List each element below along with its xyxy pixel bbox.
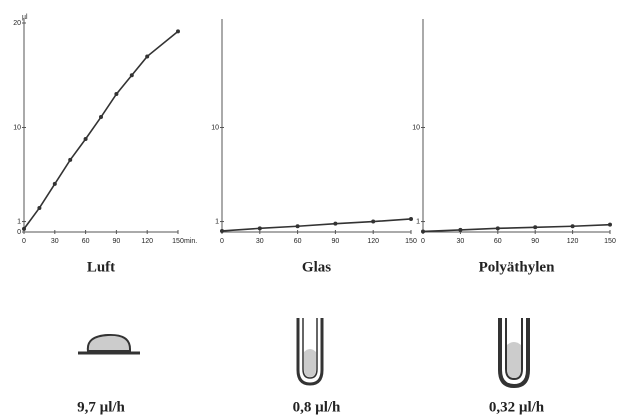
polyethylene-tube-illustration (500, 318, 528, 386)
y-tick-label: 10 (13, 124, 21, 131)
data-point (68, 158, 72, 162)
data-point (145, 54, 149, 58)
x-tick-label: 0 (421, 238, 425, 245)
data-line (222, 219, 411, 231)
data-point (571, 224, 575, 228)
data-point (409, 217, 413, 221)
x-tick-label: 0 (220, 238, 224, 245)
y-tick-label: 1 (416, 218, 420, 225)
data-point (608, 223, 612, 227)
x-tick-label: 90 (531, 238, 539, 245)
chart-title: Glas (302, 259, 331, 275)
data-point (458, 228, 462, 232)
x-tick-label: 60 (82, 238, 90, 245)
x-tick-label: 30 (51, 238, 59, 245)
x-tick-label: 120 (367, 238, 379, 245)
y-tick-label: 1 (215, 218, 219, 225)
x-tick-label: 150 (405, 238, 417, 245)
data-point (114, 92, 118, 96)
chart-title: Luft (87, 259, 115, 275)
rate-annotation: 0,32 µl/h (489, 399, 545, 415)
data-point (84, 137, 88, 141)
y-tick-label: 1 (17, 218, 21, 225)
figure: 0306090120150011020min.µlLuft9,7 µl/h030… (0, 0, 619, 419)
data-point (130, 73, 134, 77)
x-tick-label: 150 (604, 238, 616, 245)
x-tick-label: 120 (567, 238, 579, 245)
y-axis-label: µl (22, 14, 28, 21)
rate-annotation: 9,7 µl/h (77, 399, 125, 415)
x-tick-label: 150 (172, 238, 184, 245)
chart-title: Polyäthylen (479, 259, 555, 275)
glass-tube-illustration (298, 318, 322, 384)
data-point (533, 225, 537, 229)
data-point (371, 220, 375, 224)
data-point (296, 224, 300, 228)
data-line (24, 31, 178, 229)
data-point (176, 29, 180, 33)
data-point (22, 227, 26, 231)
data-point (220, 229, 224, 233)
y-tick-label: 0 (17, 229, 21, 236)
y-tick-label: 10 (412, 124, 420, 131)
droplet-illustration (78, 335, 140, 353)
y-tick-label: 10 (211, 124, 219, 131)
x-tick-label: 0 (22, 238, 26, 245)
x-tick-label: 90 (113, 238, 121, 245)
y-tick-label: 20 (13, 20, 21, 27)
data-point (421, 229, 425, 233)
data-point (37, 206, 41, 210)
x-tick-label: 60 (294, 238, 302, 245)
data-line (423, 225, 610, 232)
x-tick-label: 30 (256, 238, 264, 245)
x-tick-label: 90 (332, 238, 340, 245)
data-point (99, 115, 103, 119)
x-tick-label: 30 (457, 238, 465, 245)
data-point (333, 222, 337, 226)
x-tick-label: 120 (141, 238, 153, 245)
data-point (258, 226, 262, 230)
data-point (496, 226, 500, 230)
data-point (53, 182, 57, 186)
rate-annotation: 0,8 µl/h (293, 399, 341, 415)
x-axis-label: min. (184, 238, 197, 245)
x-tick-label: 60 (494, 238, 502, 245)
